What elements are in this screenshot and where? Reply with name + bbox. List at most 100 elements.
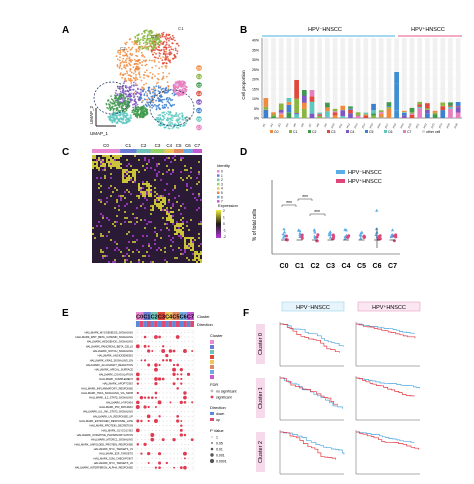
e-dot bbox=[159, 411, 161, 413]
heatmap-cell bbox=[190, 249, 192, 251]
umap-point bbox=[109, 114, 112, 117]
d-point-pos bbox=[284, 237, 288, 241]
heatmap-cell bbox=[102, 169, 104, 171]
f-survival-curve bbox=[356, 377, 420, 389]
heatmap-cell bbox=[190, 241, 192, 243]
heatmap-cell bbox=[92, 163, 94, 165]
e-dot bbox=[183, 465, 187, 470]
umap-point bbox=[121, 104, 124, 106]
heatmap-cell bbox=[180, 159, 182, 161]
umap-point bbox=[137, 50, 140, 53]
e-dot bbox=[162, 429, 164, 431]
heatmap-cell bbox=[198, 195, 200, 197]
heatmap-cell bbox=[128, 175, 130, 177]
heatmap-cell bbox=[144, 207, 146, 209]
umap-point bbox=[139, 38, 142, 41]
umap-point bbox=[138, 45, 141, 48]
heatmap-cell bbox=[186, 221, 188, 223]
umap-point bbox=[136, 95, 139, 98]
e-dot bbox=[169, 462, 171, 464]
f-row-band bbox=[256, 432, 265, 472]
umap-point bbox=[162, 75, 165, 78]
umap-point bbox=[131, 41, 134, 43]
umap-point bbox=[140, 51, 143, 54]
b-bar-segment bbox=[371, 110, 376, 114]
umap-point bbox=[175, 113, 178, 116]
b-bar-segment bbox=[301, 90, 307, 96]
f-survival-curve bbox=[280, 377, 343, 409]
e-dot bbox=[140, 401, 142, 403]
heatmap-cell bbox=[116, 167, 118, 169]
heatmap-cell bbox=[182, 179, 184, 181]
b-bar-segment bbox=[355, 115, 361, 118]
heatmap-cell bbox=[100, 177, 102, 179]
heatmap-cell bbox=[156, 233, 158, 235]
e-pathway-label: HALLMARK_WNT_BETA_CATENIN_SIGNALING bbox=[75, 335, 133, 339]
umap-point bbox=[169, 122, 172, 125]
umap-point bbox=[181, 88, 184, 90]
e-dot bbox=[157, 400, 162, 405]
umap-point bbox=[135, 114, 137, 116]
heatmap-identity-label: 5 bbox=[221, 191, 223, 195]
umap-point bbox=[114, 97, 116, 100]
umap-point bbox=[175, 112, 178, 114]
heatmap-cell bbox=[114, 155, 116, 157]
umap-point bbox=[157, 114, 160, 117]
e-dot bbox=[173, 462, 175, 464]
heatmap-cell bbox=[160, 203, 162, 205]
umap-point bbox=[167, 106, 170, 109]
f-row-label: Cluster 0 bbox=[258, 333, 264, 355]
e-dot bbox=[148, 378, 150, 380]
e-dot bbox=[188, 462, 190, 464]
b-x-tick: pt12 bbox=[345, 122, 351, 129]
e-dot bbox=[148, 383, 150, 385]
e-header-label: C0 bbox=[136, 315, 143, 321]
f-group-pos: HPV⁺HNSCC bbox=[372, 304, 406, 311]
e-dot bbox=[180, 336, 182, 338]
umap-point bbox=[162, 87, 165, 90]
b-bar-segment bbox=[378, 113, 384, 118]
umap-point bbox=[131, 99, 133, 101]
umap-point bbox=[151, 95, 154, 97]
e-dot bbox=[147, 349, 151, 353]
umap-point bbox=[147, 75, 150, 78]
umap-point bbox=[142, 87, 145, 89]
e-legend-cluster-swatch bbox=[210, 360, 214, 364]
heatmap-cell bbox=[194, 251, 196, 253]
heatmap-cell bbox=[194, 253, 196, 255]
umap-point bbox=[138, 67, 141, 69]
heatmap-cell bbox=[126, 165, 128, 167]
heatmap-cell bbox=[104, 255, 106, 257]
e-dot bbox=[140, 373, 142, 375]
e-dot bbox=[151, 336, 153, 338]
heatmap-cell bbox=[192, 247, 194, 249]
umap-point bbox=[140, 93, 143, 96]
umap-point bbox=[153, 103, 156, 106]
heatmap-cell bbox=[200, 221, 202, 223]
e-dot bbox=[151, 429, 153, 431]
umap-point bbox=[157, 116, 160, 119]
heatmap-cell bbox=[172, 169, 174, 171]
umap-point bbox=[181, 118, 184, 121]
b-bar-segment bbox=[271, 114, 276, 117]
e-dot bbox=[169, 429, 171, 431]
heatmap-cell bbox=[170, 221, 172, 223]
heatmap-cell bbox=[180, 223, 182, 225]
umap-point bbox=[155, 85, 158, 88]
heatmap-cell bbox=[186, 237, 188, 239]
heatmap-cell bbox=[178, 209, 180, 211]
umap-point bbox=[134, 35, 137, 38]
heatmap-cell bbox=[140, 205, 142, 207]
heatmap-cell bbox=[168, 217, 170, 219]
e-dot bbox=[173, 457, 175, 459]
umap-point bbox=[167, 53, 169, 55]
heatmap-cell bbox=[164, 159, 166, 161]
b-bars: pt1 pt2 pt3 pt4 pt5 pt6 pt7 pt8 pt9 pt10 pt11 pt12 p… bbox=[261, 38, 461, 129]
umap-point bbox=[132, 103, 134, 106]
e-dot bbox=[155, 341, 157, 343]
heatmap-cell bbox=[188, 259, 190, 261]
heatmap-cell bbox=[172, 171, 174, 173]
e-dot bbox=[188, 411, 190, 413]
umap-point bbox=[170, 52, 173, 54]
heatmap-cell bbox=[182, 203, 184, 205]
